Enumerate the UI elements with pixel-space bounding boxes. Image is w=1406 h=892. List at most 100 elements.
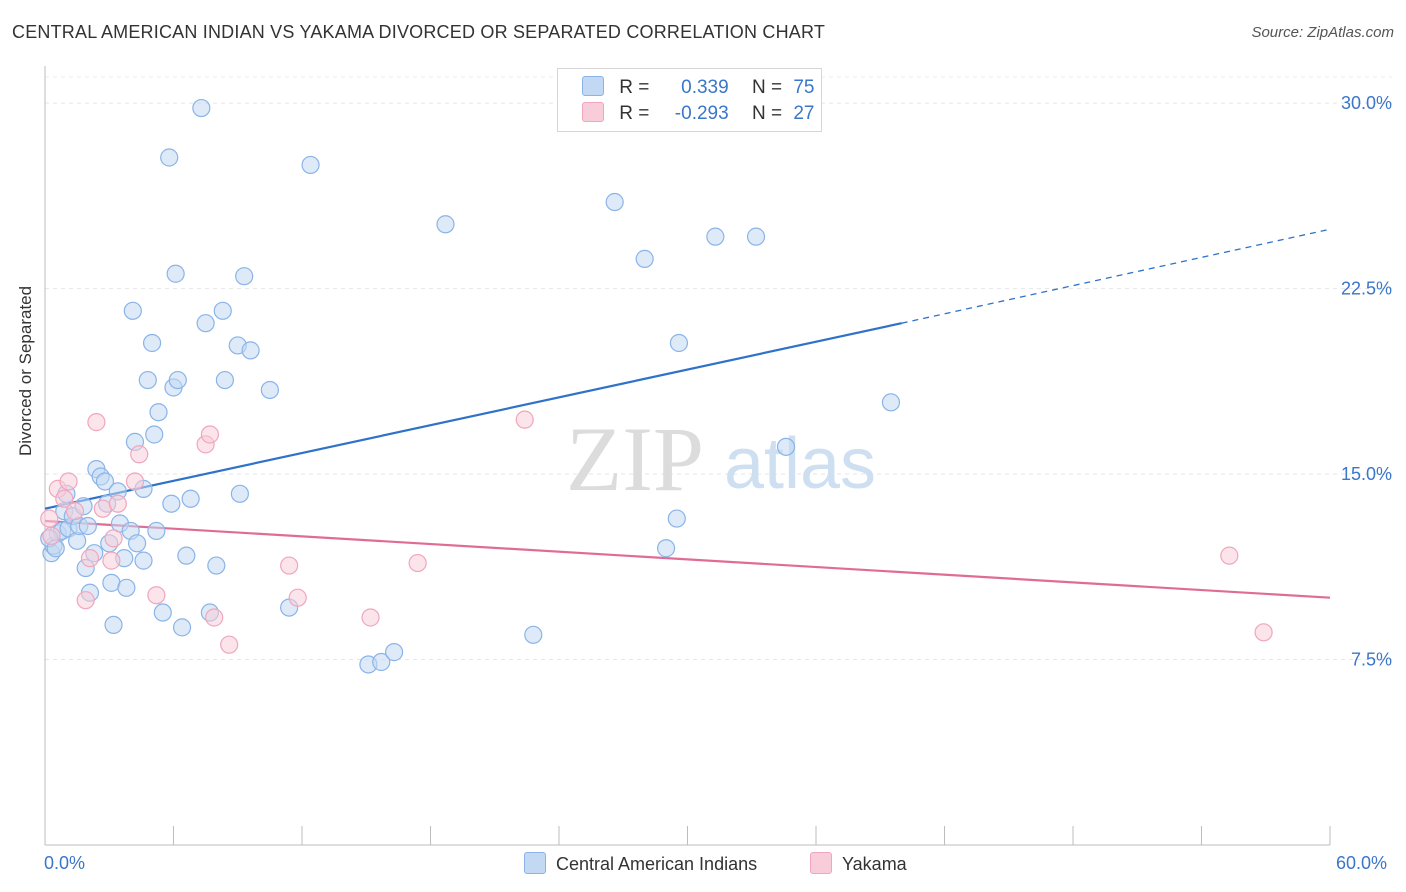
stats-legend: R = 0.339 N = 75 R = -0.293 N = 27 [557, 68, 822, 132]
data-point-yakama [288, 588, 307, 607]
y-tick-label: 7.5% [1351, 650, 1392, 670]
data-point-central-american [166, 264, 185, 283]
data-point-yakama [80, 549, 100, 568]
watermark-atlas: atlas [724, 424, 876, 504]
axes [44, 66, 1331, 846]
data-point-yakama [408, 553, 427, 573]
data-point-central-american [78, 516, 97, 536]
data-point-central-american [117, 578, 136, 597]
data-point-central-american [881, 393, 901, 412]
data-point-central-american [138, 370, 157, 390]
legend-swatch-blue [582, 76, 604, 96]
data-point-central-american [667, 509, 686, 528]
y-tick-label: 15.0% [1341, 464, 1392, 484]
data-point-central-american [160, 148, 179, 167]
data-point-yakama [361, 608, 380, 627]
grid-lines [45, 76, 1392, 661]
y-tick-label: 30.0% [1341, 93, 1392, 113]
data-point-central-american [153, 603, 172, 622]
data-point-central-american [669, 333, 689, 353]
watermark: ZIP atlas [566, 408, 876, 510]
data-point-yakama [205, 608, 224, 627]
bottom-legend-label: Yakama [842, 854, 907, 874]
legend-r-label: R = [619, 77, 650, 98]
data-point-central-american [605, 192, 624, 212]
data-point-central-american [149, 403, 168, 422]
legend-r-value: -0.293 [674, 103, 729, 124]
data-point-yakama [87, 413, 106, 432]
data-point-central-american [524, 625, 543, 644]
legend-n-label: N = [751, 77, 783, 98]
scatter-points [40, 98, 1273, 674]
data-point-yakama [108, 494, 127, 513]
trend-line-extension [901, 228, 1331, 324]
data-point-yakama [1220, 546, 1239, 565]
data-point-yakama [1254, 623, 1273, 642]
legend-r-value: 0.339 [681, 77, 729, 98]
bottom-legend-central-american: Central American Indians [524, 852, 757, 875]
trend-lines [44, 228, 1331, 599]
watermark-zip: ZIP [566, 408, 704, 510]
data-point-central-american [95, 472, 115, 491]
data-point-yakama [42, 526, 61, 545]
data-point-yakama [515, 410, 534, 429]
data-point-central-american [168, 370, 187, 390]
legend-row-yakama: R = -0.293 N = 27 [582, 102, 814, 125]
data-point-yakama [59, 472, 78, 491]
data-point-yakama [65, 502, 85, 521]
data-point-yakama [147, 586, 166, 605]
data-point-yakama [104, 529, 123, 548]
data-point-central-american [656, 539, 676, 558]
data-point-yakama [280, 556, 299, 575]
data-point-yakama [40, 509, 59, 528]
data-point-yakama [102, 551, 121, 570]
data-point-central-american [235, 267, 254, 286]
data-point-central-american [746, 227, 766, 246]
legend-swatch-pink [582, 102, 604, 122]
data-point-central-american [301, 155, 320, 175]
data-point-yakama [55, 489, 74, 508]
data-point-central-american [134, 551, 153, 570]
y-tick-label: 22.5% [1341, 279, 1392, 299]
legend-n-value: 75 [793, 77, 815, 98]
data-point-central-american [177, 546, 196, 565]
data-point-central-american [162, 494, 181, 513]
data-point-central-american [145, 425, 164, 444]
x-tick-label-max: 60.0% [1336, 853, 1388, 873]
bottom-legend-swatch-blue [524, 852, 546, 874]
data-point-central-american [181, 489, 200, 508]
y-axis-label: Divorced or Separated [16, 285, 35, 456]
trend-line-yakama [44, 519, 1331, 599]
data-point-yakama [125, 472, 145, 491]
data-point-central-american [706, 227, 725, 246]
data-point-central-american [104, 615, 123, 635]
data-point-central-american [172, 618, 192, 637]
data-point-central-american [372, 652, 391, 672]
data-point-central-american [147, 521, 166, 541]
data-point-central-american [776, 437, 796, 456]
data-point-yakama [76, 591, 95, 610]
data-point-central-american [68, 531, 87, 550]
data-point-yakama [200, 425, 220, 444]
data-point-central-american [384, 643, 404, 662]
bottom-legend-label: Central American Indians [556, 854, 758, 874]
legend-n-value: 27 [793, 103, 815, 124]
data-point-central-american [192, 98, 211, 118]
data-point-central-american [196, 314, 215, 333]
x-tick-label-min: 0.0% [44, 853, 86, 873]
data-point-central-american [123, 301, 142, 320]
trend-line-central-american [44, 322, 902, 510]
legend-row-central-american: R = 0.339 N = 75 [582, 76, 814, 99]
legend-n-label: N = [751, 103, 783, 124]
data-point-central-american [215, 370, 234, 390]
data-point-central-american [213, 301, 232, 320]
data-point-central-american [230, 484, 249, 503]
data-point-central-american [207, 556, 226, 575]
data-point-central-american [241, 341, 260, 360]
data-point-central-american [436, 215, 455, 234]
data-point-central-american [142, 333, 162, 353]
y-tick-labels: 7.5% 15.0% 22.5% 30.0% [1341, 93, 1392, 669]
bottom-legend-swatch-pink [810, 852, 832, 874]
data-point-yakama [220, 635, 239, 654]
